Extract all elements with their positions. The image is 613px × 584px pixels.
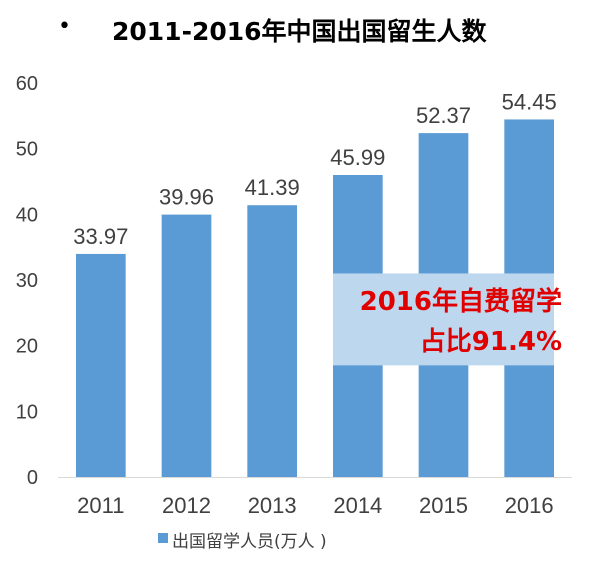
chart-title: 2011-2016年中国出国留生人数 bbox=[112, 17, 487, 46]
y-tick-label: 20 bbox=[16, 336, 38, 358]
y-tick-label: 10 bbox=[16, 401, 38, 423]
title-row: • 2011-2016年中国出国留生人数 bbox=[0, 8, 613, 52]
x-tick-label: 2013 bbox=[248, 493, 297, 518]
x-tick-label: 2012 bbox=[162, 493, 211, 518]
y-tick-label: 50 bbox=[16, 139, 38, 161]
y-tick-label: 60 bbox=[16, 73, 38, 95]
annotation-line-1: 2016年自费留学 bbox=[360, 286, 562, 317]
data-label: 41.39 bbox=[245, 175, 300, 200]
highlight-band bbox=[332, 273, 555, 366]
x-tick-label: 2015 bbox=[419, 493, 468, 518]
legend-swatch bbox=[158, 533, 168, 543]
data-label: 52.37 bbox=[416, 103, 471, 128]
bar bbox=[247, 205, 298, 477]
x-tick-label: 2011 bbox=[77, 493, 124, 518]
x-tick-label: 2016 bbox=[505, 493, 554, 518]
y-tick-label: 0 bbox=[27, 467, 38, 489]
legend-label: 出国留学人员(万人 ) bbox=[172, 532, 327, 552]
data-label: 39.96 bbox=[159, 185, 214, 210]
data-label: 45.99 bbox=[330, 145, 385, 170]
bar bbox=[75, 253, 126, 477]
bullet-point: • bbox=[58, 14, 71, 39]
data-label: 54.45 bbox=[502, 89, 557, 114]
bar bbox=[161, 214, 212, 477]
y-tick-label: 40 bbox=[16, 204, 38, 226]
annotation-line-2: 占比91.4% bbox=[420, 327, 562, 357]
x-tick-label: 2014 bbox=[333, 493, 382, 518]
data-label: 33.97 bbox=[73, 224, 128, 249]
y-tick-label: 30 bbox=[16, 270, 38, 292]
